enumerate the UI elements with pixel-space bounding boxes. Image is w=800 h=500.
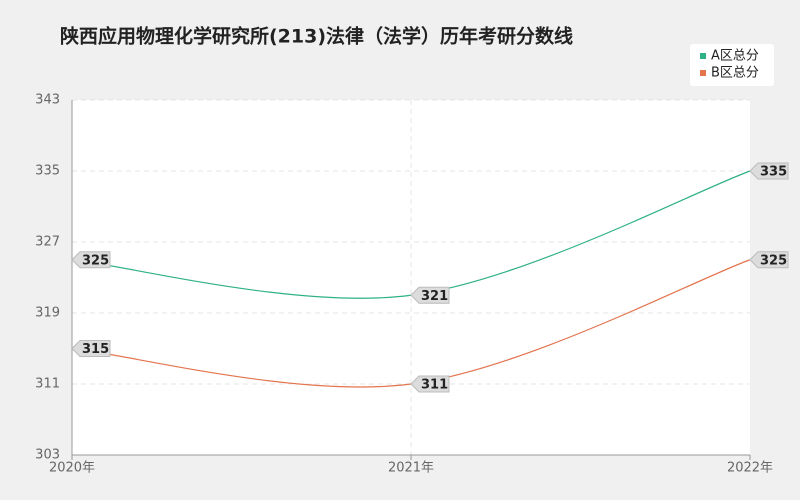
data-label-box (410, 375, 450, 393)
y-tick-label: 343 (35, 93, 60, 108)
y-tick-label: 335 (35, 164, 60, 179)
data-label-box (749, 251, 789, 269)
data-label: 311 (421, 378, 448, 393)
data-label: 335 (760, 165, 787, 180)
plot-area (72, 100, 750, 455)
chart-title: 陕西应用物理化学研究所(213)法律（法学）历年考研分数线 (60, 25, 573, 48)
data-label: 325 (760, 253, 787, 268)
y-tick-label: 303 (35, 448, 60, 463)
x-tick-label: 2020年 (49, 461, 95, 476)
x-tick-label: 2021年 (388, 461, 434, 476)
data-label: 315 (82, 342, 109, 357)
data-label-box (71, 251, 111, 269)
legend-swatch (700, 53, 706, 59)
x-tick-label: 2022年 (727, 461, 773, 476)
data-label-box (749, 162, 789, 180)
y-tick-label: 311 (35, 377, 60, 392)
legend-label: A区总分 (711, 49, 759, 64)
legend-label: B区总分 (711, 66, 759, 81)
legend-swatch (700, 70, 706, 76)
data-label-box (71, 340, 111, 357)
y-tick-label: 319 (35, 306, 60, 321)
data-label-box (410, 286, 450, 304)
y-tick-label: 327 (35, 235, 60, 250)
data-label: 325 (82, 253, 109, 268)
data-label: 321 (421, 289, 448, 304)
legend-box (690, 44, 774, 86)
